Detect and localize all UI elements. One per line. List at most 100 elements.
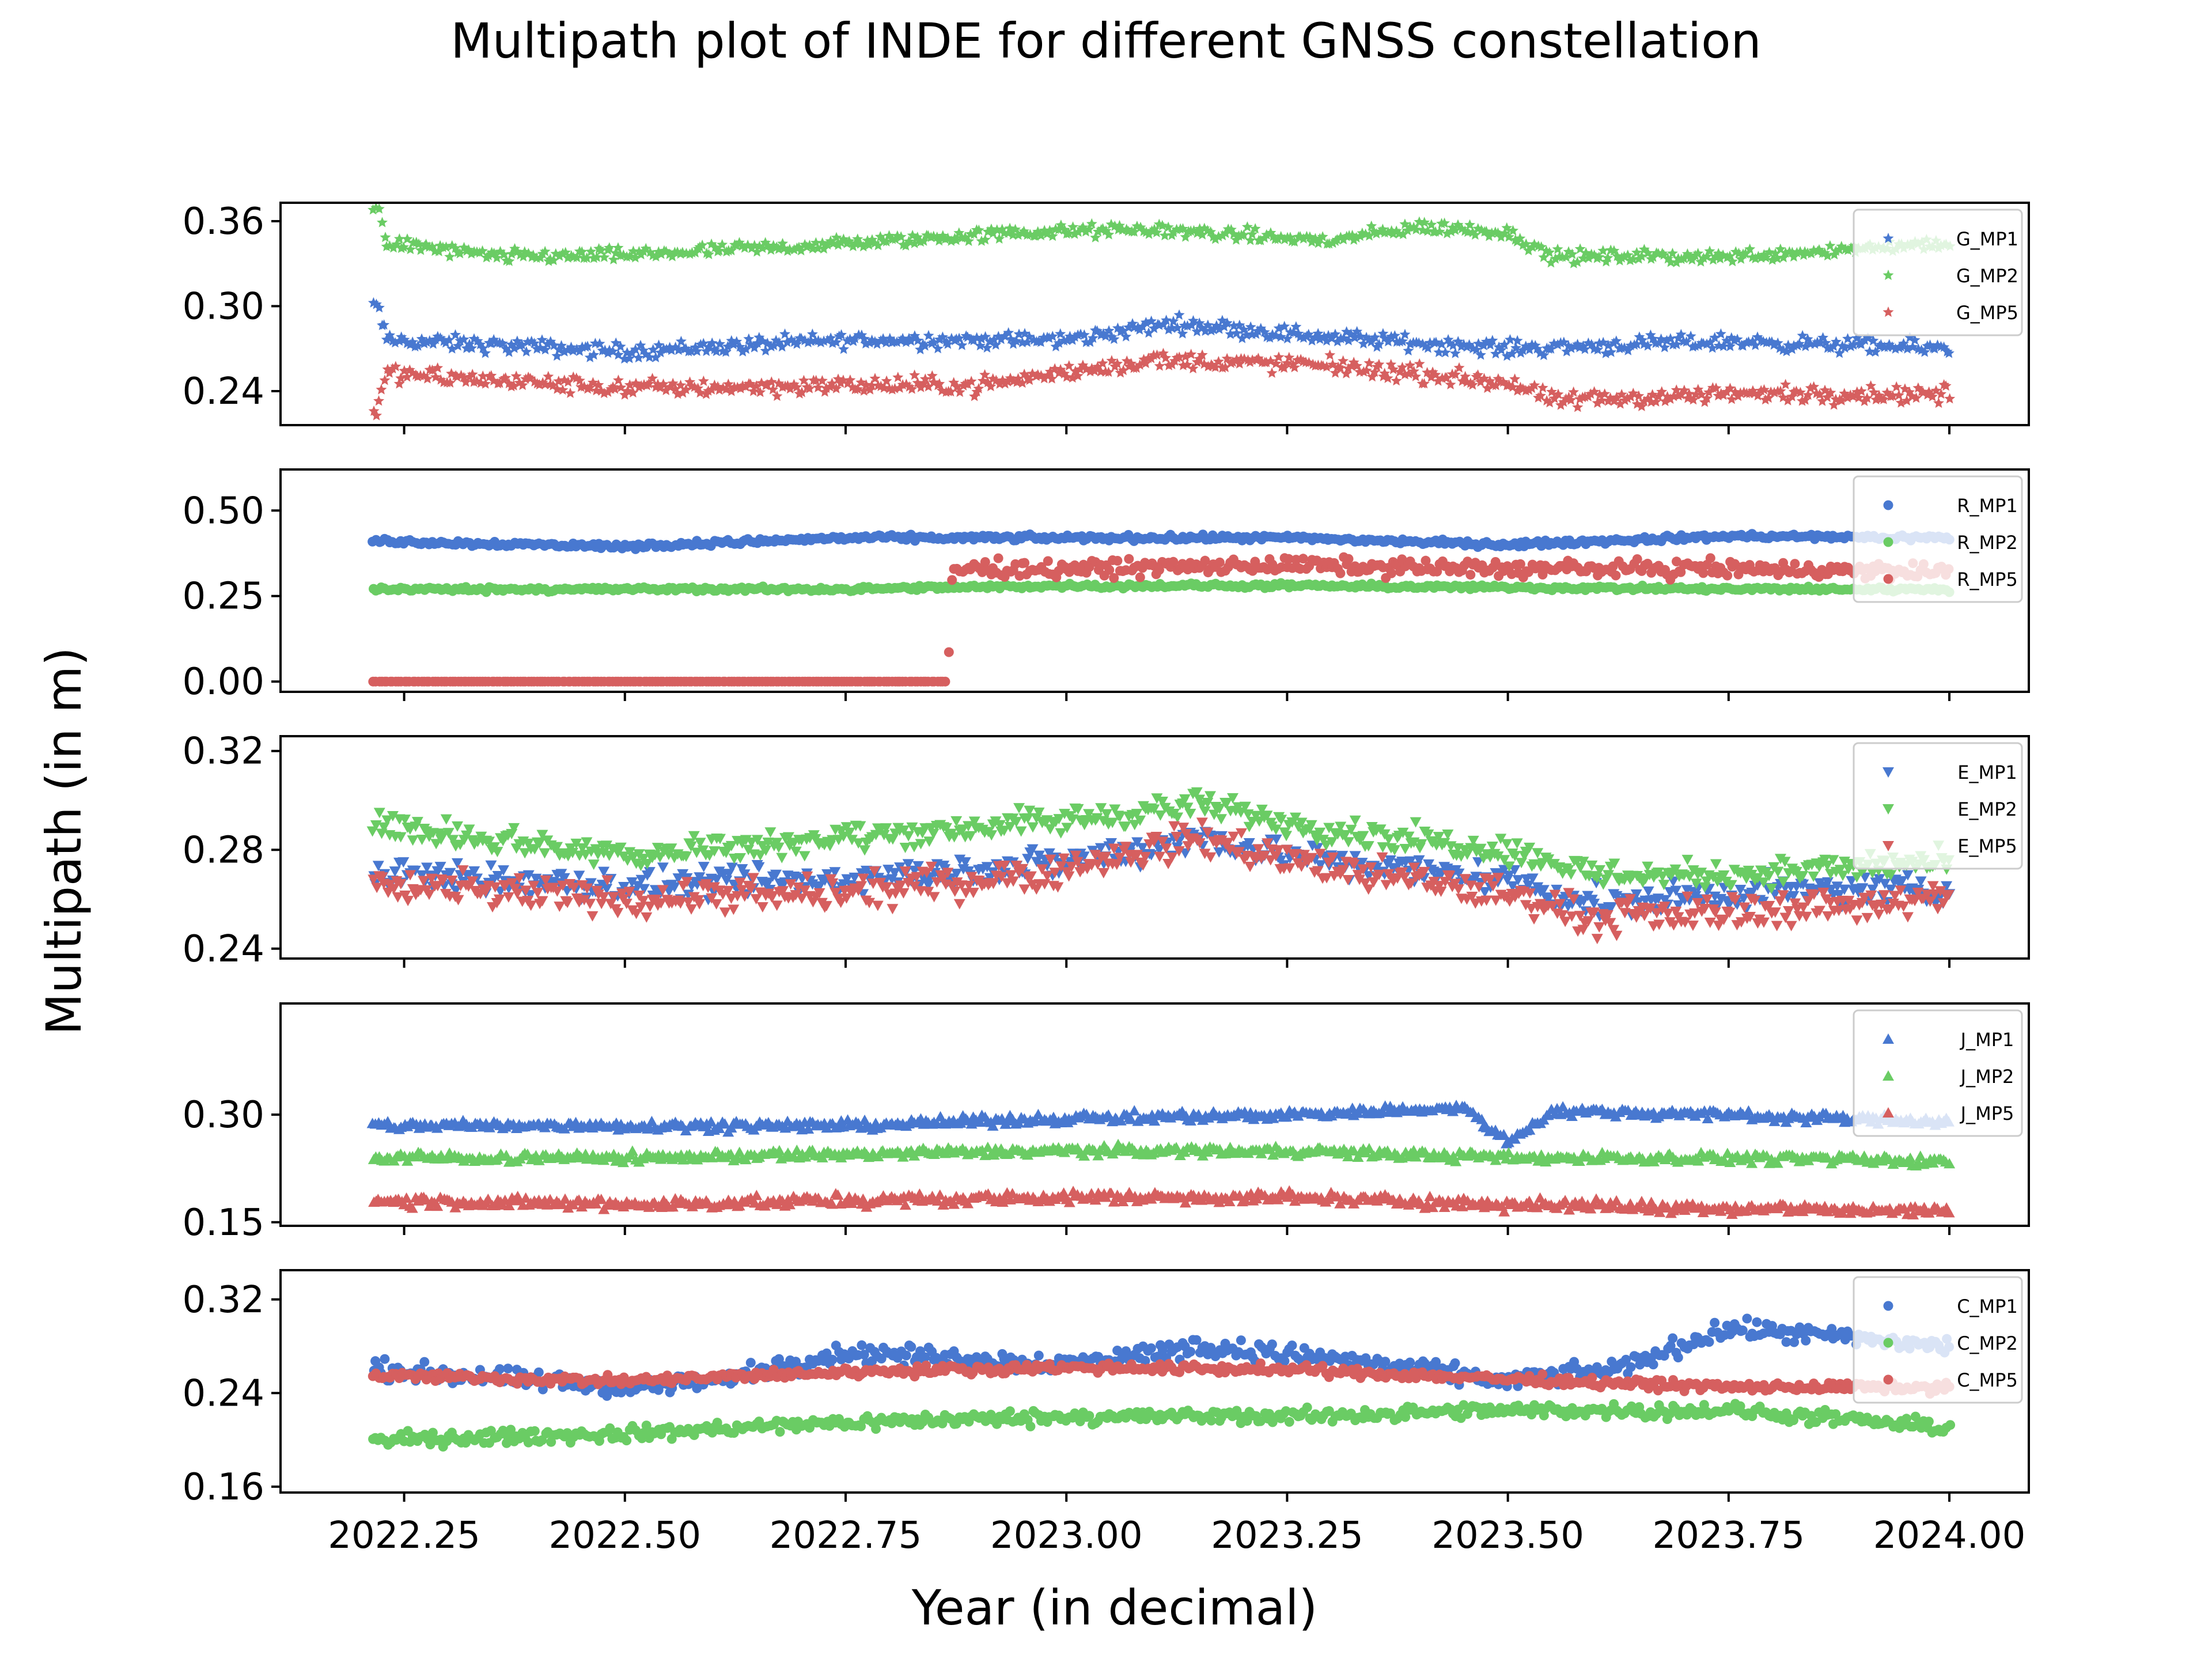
- data-point: [1472, 857, 1484, 868]
- data-point: [777, 341, 788, 352]
- data-point: [1608, 925, 1620, 935]
- data-point: [933, 235, 945, 246]
- data-point: [1083, 809, 1095, 820]
- data-point: [1603, 339, 1614, 350]
- data-point: [1596, 395, 1608, 406]
- data-point: [657, 885, 669, 896]
- data-point: [677, 387, 688, 398]
- data-point: [1845, 242, 1857, 253]
- data-point: [773, 336, 785, 347]
- series-R_MP2: [369, 578, 1955, 597]
- data-point: [801, 241, 813, 252]
- data-point: [1339, 830, 1351, 840]
- data-point: [421, 238, 432, 249]
- data-point: [1335, 232, 1346, 243]
- data-point: [722, 340, 733, 351]
- data-point: [1509, 373, 1521, 384]
- data-point: [1499, 228, 1510, 238]
- data-point: [1405, 878, 1417, 889]
- data-point: [786, 334, 797, 345]
- data-point: [597, 892, 609, 903]
- data-point: [1342, 874, 1354, 885]
- data-point: [1172, 812, 1184, 823]
- data-point: [1717, 249, 1729, 260]
- data-point: [790, 890, 802, 901]
- data-point: [946, 881, 958, 892]
- data-point: [771, 390, 783, 401]
- data-point: [1055, 861, 1067, 872]
- data-point: [627, 387, 639, 397]
- data-point: [1137, 843, 1149, 854]
- data-point: [923, 329, 934, 340]
- data-point: [1482, 382, 1493, 393]
- data-point: [728, 339, 739, 350]
- data-point: [620, 899, 632, 910]
- data-point: [1846, 876, 1858, 887]
- data-point: [1403, 345, 1414, 356]
- data-point: [1419, 217, 1430, 228]
- data-point: [1173, 309, 1185, 320]
- data-point: [680, 384, 692, 395]
- data-point: [1109, 573, 1119, 583]
- data-point: [1546, 901, 1558, 912]
- data-point: [503, 255, 515, 266]
- data-point: [685, 841, 697, 852]
- data-point: [779, 328, 791, 339]
- data-point: [923, 381, 934, 392]
- data-point: [1273, 351, 1285, 362]
- series-G_MP5: [368, 347, 1956, 421]
- data-point: [1380, 880, 1392, 891]
- data-point: [878, 830, 890, 840]
- data-point: [934, 334, 945, 344]
- data-point: [813, 881, 825, 892]
- data-point: [1426, 219, 1437, 230]
- data-point: [956, 339, 968, 350]
- data-point: [1611, 570, 1621, 581]
- data-point: [539, 848, 551, 859]
- data-point: [454, 335, 466, 346]
- data-point: [573, 870, 585, 881]
- data-point: [976, 235, 987, 246]
- data-point: [1492, 851, 1504, 862]
- subplot-frame: [279, 468, 2030, 693]
- data-point: [480, 378, 491, 389]
- data-point: [711, 874, 723, 885]
- y-tick-label: 0.50: [183, 490, 265, 532]
- data-point: [1563, 888, 1575, 899]
- data-point: [1873, 389, 1885, 400]
- data-point: [888, 868, 900, 878]
- data-point: [1859, 334, 1870, 345]
- data-point: [598, 866, 610, 877]
- data-point: [1245, 321, 1256, 332]
- data-point: [936, 385, 948, 396]
- data-point: [1434, 226, 1445, 237]
- data-point: [1148, 804, 1160, 815]
- data-point: [508, 823, 520, 834]
- data-point: [1887, 341, 1898, 352]
- data-point: [993, 553, 1003, 563]
- data-point: [1537, 885, 1550, 896]
- data-point: [1465, 880, 1477, 891]
- data-point: [1475, 843, 1487, 854]
- data-point: [404, 244, 416, 255]
- data-point: [1140, 357, 1152, 368]
- data-point: [393, 233, 405, 244]
- data-point: [1817, 332, 1829, 343]
- data-point: [1365, 862, 1377, 873]
- data-point: [1177, 359, 1189, 370]
- data-point: [1196, 229, 1208, 240]
- data-point: [1439, 217, 1450, 228]
- legend-label: R_MP2: [1957, 532, 2018, 554]
- data-point: [1525, 903, 1537, 914]
- data-point: [1154, 319, 1165, 330]
- data-point: [790, 846, 802, 857]
- data-point: [1791, 247, 1802, 257]
- data-point: [1211, 320, 1222, 331]
- data-point: [1072, 370, 1084, 381]
- data-point: [1095, 803, 1107, 814]
- data-point: [1314, 827, 1326, 838]
- data-point: [843, 236, 855, 247]
- data-point: [1150, 831, 1162, 842]
- data-point: [685, 346, 697, 357]
- data-point: [1261, 810, 1273, 821]
